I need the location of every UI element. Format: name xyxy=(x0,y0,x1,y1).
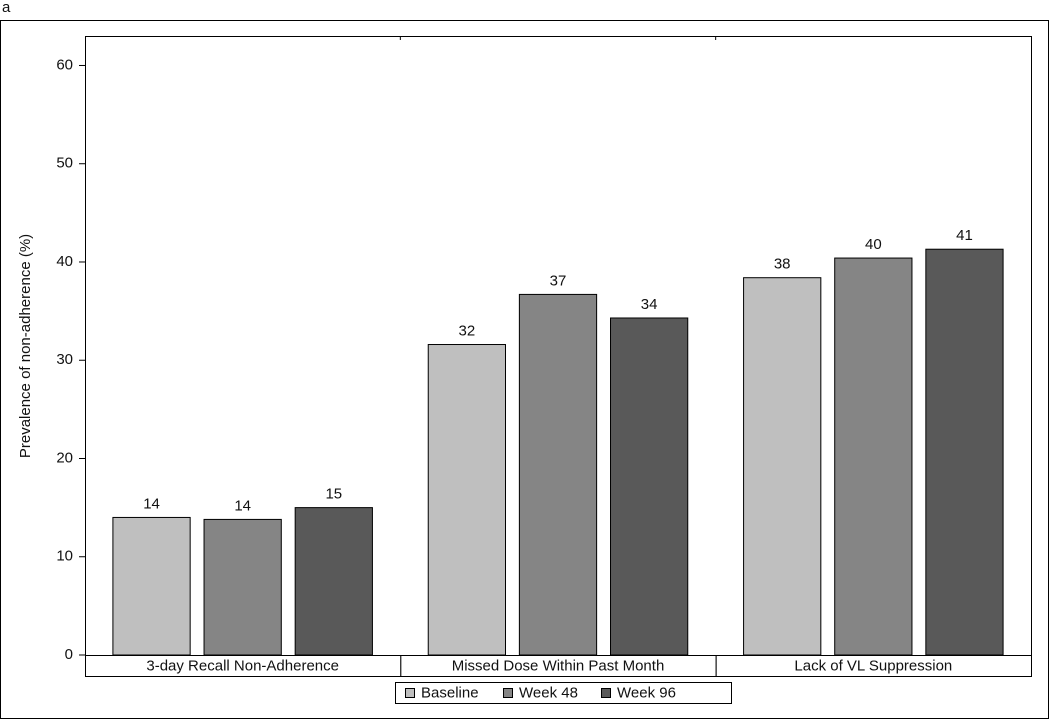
legend-label: Baseline xyxy=(421,684,479,701)
y-axis-label: Prevalence of non-adherence (%) xyxy=(17,234,34,458)
data-label: 37 xyxy=(550,272,567,289)
panel-label: a xyxy=(2,0,11,16)
data-label: 38 xyxy=(774,256,791,273)
y-tick-label: 60 xyxy=(56,56,73,73)
bar xyxy=(427,344,506,656)
legend-label: Week 48 xyxy=(519,684,578,701)
data-label: 14 xyxy=(234,497,251,514)
bar xyxy=(518,293,598,656)
data-label: 32 xyxy=(459,322,476,339)
bar xyxy=(112,516,191,656)
bar xyxy=(743,277,822,656)
x-tick-label: 3-day Recall Non-Adherence xyxy=(146,657,339,674)
data-label: 41 xyxy=(956,227,973,244)
x-tick-label: Lack of VL Suppression xyxy=(794,657,952,674)
data-label: 34 xyxy=(641,296,658,313)
x-tick-label: Missed Dose Within Past Month xyxy=(452,657,665,674)
y-tick-label: 30 xyxy=(56,351,73,368)
y-tick-label: 50 xyxy=(56,155,73,172)
legend-frame xyxy=(395,682,732,704)
legend-swatch xyxy=(503,688,513,698)
y-tick-label: 10 xyxy=(56,548,73,565)
y-tick-label: 40 xyxy=(56,253,73,270)
legend-swatch xyxy=(601,688,611,698)
y-tick-label: 20 xyxy=(56,449,73,466)
figure-frame xyxy=(0,20,1049,719)
y-tick-label: 0 xyxy=(65,646,73,663)
data-label: 15 xyxy=(325,486,342,503)
bar xyxy=(925,248,1004,656)
legend-swatch xyxy=(405,688,415,698)
legend-label: Week 96 xyxy=(617,684,676,701)
bar xyxy=(610,317,689,656)
data-label: 40 xyxy=(865,236,882,253)
data-label: 14 xyxy=(143,495,160,512)
bar xyxy=(834,257,913,656)
bar xyxy=(294,507,373,656)
bar xyxy=(203,518,282,656)
